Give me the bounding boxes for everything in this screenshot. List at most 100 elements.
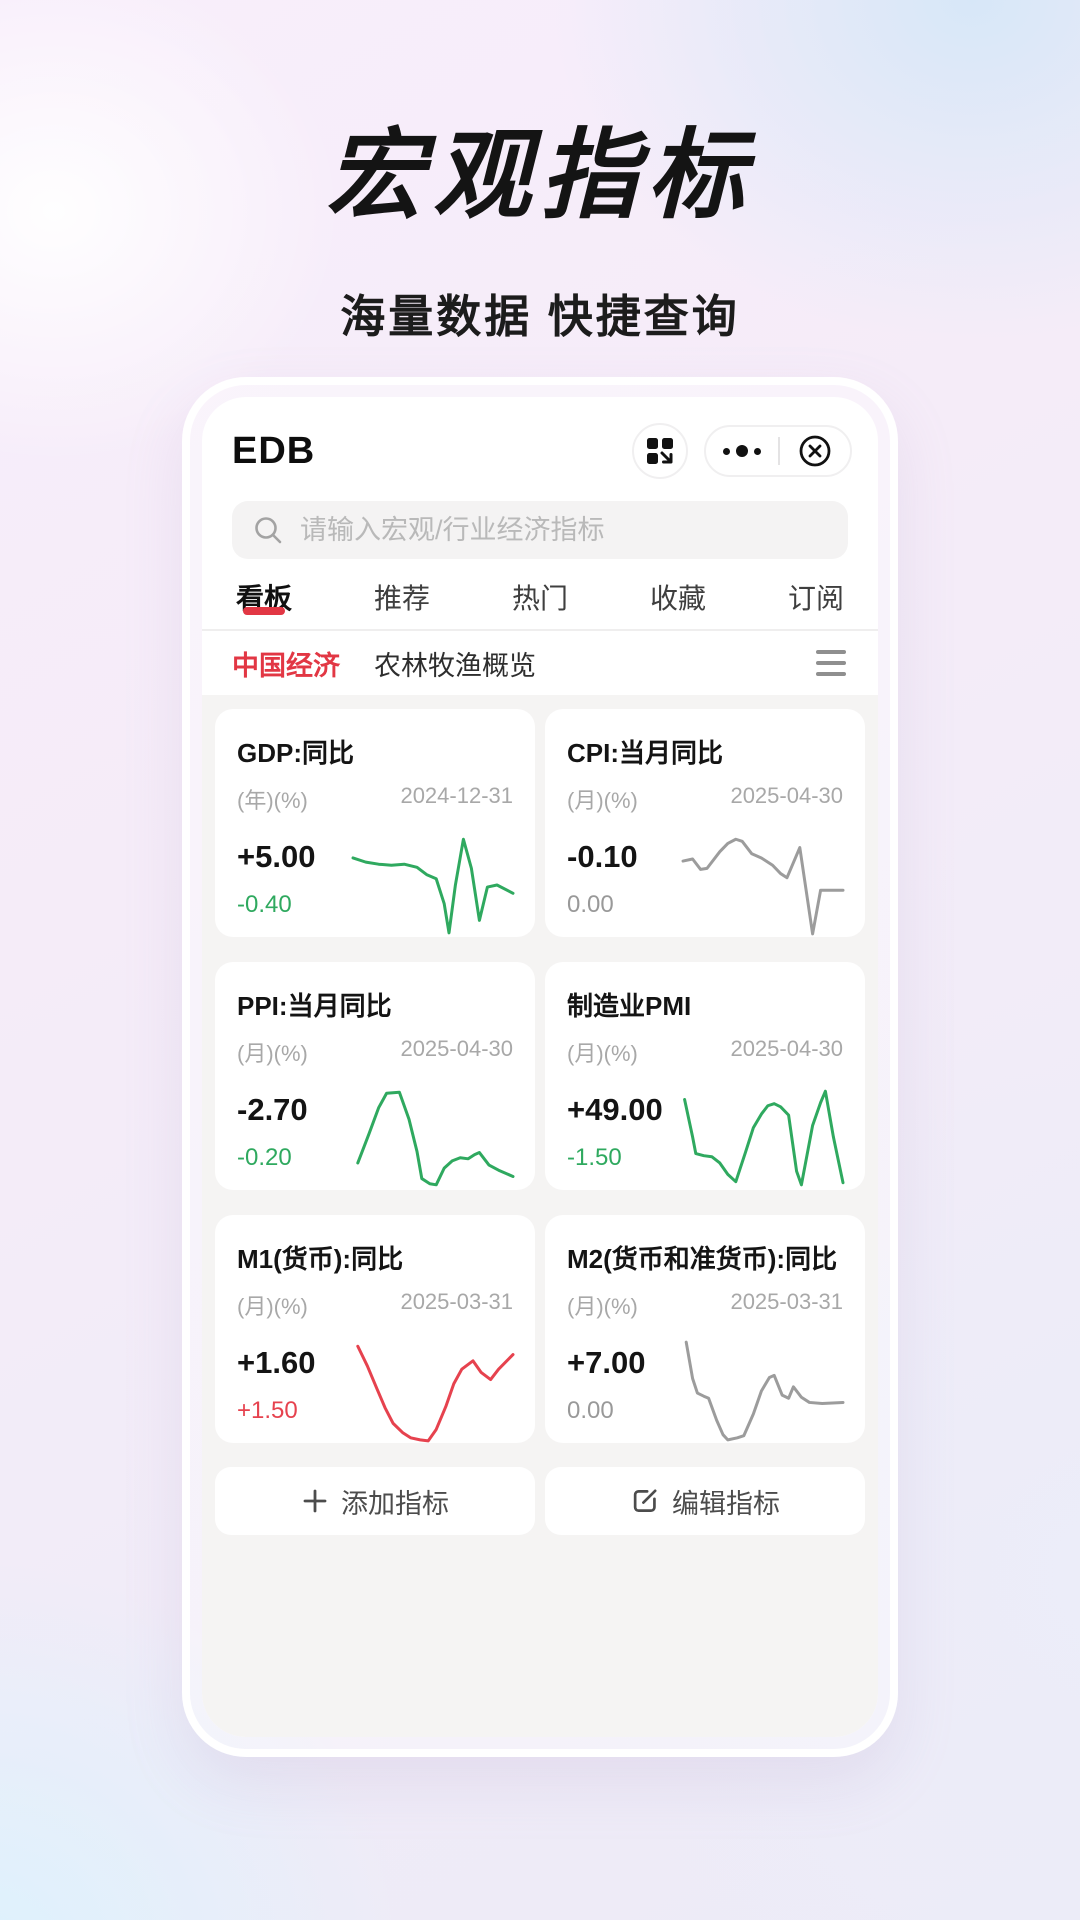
indicator-value: +7.00 <box>567 1345 646 1380</box>
indicator-change: -0.20 <box>237 1144 292 1171</box>
miniprogram-switch-button[interactable] <box>632 423 688 479</box>
dot-icon <box>736 445 748 457</box>
indicator-values: -2.70 -0.20 <box>237 1078 308 1190</box>
app-title: EDB <box>232 429 316 472</box>
search-input[interactable] <box>298 513 828 547</box>
plus-icon <box>303 1489 327 1513</box>
indicator-date: 2025-04-30 <box>730 783 843 808</box>
tab-item[interactable]: 收藏 <box>644 565 712 617</box>
sparkline-chart <box>683 1339 843 1443</box>
indicator-unit: (年)(%) <box>237 788 308 813</box>
category-item[interactable]: 农林牧渔概览 <box>374 650 536 681</box>
indicator-body: -0.10 0.00 <box>567 825 843 937</box>
add-indicator-label: 添加指标 <box>341 1488 449 1519</box>
indicator-body: +1.60 +1.50 <box>237 1331 513 1443</box>
indicator-date: 2024-12-31 <box>400 783 513 808</box>
indicator-change: -0.40 <box>237 891 292 918</box>
indicator-body: +49.00 -1.50 <box>567 1078 843 1190</box>
indicator-title: M2(货币和准货币):同比 <box>567 1244 838 1274</box>
close-button[interactable] <box>797 433 833 469</box>
indicator-meta: (年)(%) 2024-12-31 <box>237 783 513 815</box>
category-menu-button[interactable] <box>814 644 848 682</box>
dot-icon <box>754 447 761 455</box>
indicator-change: 0.00 <box>567 891 614 918</box>
app-panel: EDB <box>202 397 878 1737</box>
indicator-title: M1(货币):同比 <box>237 1244 404 1274</box>
tab-item[interactable]: 订阅 <box>782 565 850 617</box>
sparkline-chart <box>353 1086 513 1190</box>
add-indicator-button[interactable]: 添加指标 <box>215 1467 535 1535</box>
indicator-value: -0.10 <box>567 839 638 874</box>
tab-label: 收藏 <box>649 583 706 614</box>
search-bar <box>232 501 848 559</box>
indicator-card[interactable]: M2(货币和准货币):同比 (月)(%) 2025-03-31 +7.00 0.… <box>545 1215 865 1443</box>
indicator-values: +49.00 -1.50 <box>567 1078 663 1190</box>
category-item[interactable]: 中国经济 <box>232 650 340 681</box>
tab-item[interactable]: 推荐 <box>368 565 436 617</box>
edit-indicator-button[interactable]: 编辑指标 <box>545 1467 865 1535</box>
phone-mockup: EDB <box>182 377 898 1757</box>
indicator-date: 2025-04-30 <box>730 1036 843 1061</box>
indicator-meta: (月)(%) 2025-04-30 <box>567 1036 843 1068</box>
grid-arrow-icon <box>647 438 673 464</box>
indicator-body: +7.00 0.00 <box>567 1331 843 1443</box>
category-list: 中国经济 农林牧渔概览 <box>232 644 536 683</box>
indicator-meta: (月)(%) 2025-03-31 <box>237 1289 513 1321</box>
tab-item[interactable]: 看板 <box>230 565 298 617</box>
sparkline-chart <box>353 1339 513 1443</box>
more-button[interactable] <box>723 445 761 457</box>
tab-label: 推荐 <box>373 583 430 614</box>
category-bar: 中国经济 农林牧渔概览 <box>202 631 878 695</box>
capsule-divider <box>778 437 780 465</box>
indicator-value: +5.00 <box>237 839 316 874</box>
square-pen-icon <box>633 1489 657 1512</box>
indicator-unit: (月)(%) <box>567 1294 638 1319</box>
indicator-unit: (月)(%) <box>237 1294 308 1319</box>
board-actions: 添加指标 编辑指标 <box>215 1467 865 1535</box>
indicator-date: 2025-03-31 <box>400 1289 513 1314</box>
hamburger-icon <box>816 650 846 654</box>
indicator-card[interactable]: PPI:当月同比 (月)(%) 2025-04-30 -2.70 -0.20 <box>215 962 535 1190</box>
indicator-value: -2.70 <box>237 1092 308 1127</box>
indicator-values: +1.60 +1.50 <box>237 1331 315 1443</box>
hero-section: 宏观指标 海量数据 快捷查询 <box>0 0 1080 345</box>
indicator-meta: (月)(%) 2025-03-31 <box>567 1289 843 1321</box>
indicator-title: PPI:当月同比 <box>237 991 392 1021</box>
indicator-values: -0.10 0.00 <box>567 825 638 937</box>
sparkline-chart <box>683 1086 843 1190</box>
header-buttons <box>632 423 852 479</box>
sparkline-chart <box>353 833 513 937</box>
tab-label: 订阅 <box>787 583 844 614</box>
indicator-meta: (月)(%) 2025-04-30 <box>237 1036 513 1068</box>
indicator-date: 2025-04-30 <box>400 1036 513 1061</box>
indicator-unit: (月)(%) <box>567 788 638 813</box>
tab-bar: 看板 推荐 热门 收藏 订阅 <box>230 565 850 629</box>
indicator-title: 制造业PMI <box>567 991 692 1021</box>
app-header: EDB <box>202 397 878 479</box>
indicator-card[interactable]: GDP:同比 (年)(%) 2024-12-31 +5.00 -0.40 <box>215 709 535 937</box>
indicator-unit: (月)(%) <box>567 1041 638 1066</box>
page-title: 宏观指标 <box>325 120 754 230</box>
indicator-card[interactable]: 制造业PMI (月)(%) 2025-04-30 +49.00 -1.50 <box>545 962 865 1190</box>
indicator-date: 2025-03-31 <box>730 1289 843 1314</box>
dashboard-board: GDP:同比 (年)(%) 2024-12-31 +5.00 -0.40 CPI… <box>202 695 878 1737</box>
page-subtitle: 海量数据 快捷查询 <box>340 291 740 342</box>
tab-item[interactable]: 热门 <box>506 565 574 617</box>
indicator-value: +49.00 <box>567 1092 663 1127</box>
indicator-title: GDP:同比 <box>237 738 355 768</box>
tab-label: 看板 <box>236 583 293 614</box>
sparkline-chart <box>683 833 843 937</box>
indicator-grid: GDP:同比 (年)(%) 2024-12-31 +5.00 -0.40 CPI… <box>215 709 865 1443</box>
tab-divider <box>202 629 878 631</box>
dot-icon <box>723 447 730 455</box>
indicator-card[interactable]: M1(货币):同比 (月)(%) 2025-03-31 +1.60 +1.50 <box>215 1215 535 1443</box>
indicator-body: -2.70 -0.20 <box>237 1078 513 1190</box>
indicator-card[interactable]: CPI:当月同比 (月)(%) 2025-04-30 -0.10 0.00 <box>545 709 865 937</box>
tab-label: 热门 <box>511 583 568 614</box>
edit-indicator-label: 编辑指标 <box>672 1488 780 1519</box>
hamburger-icon <box>816 661 846 665</box>
indicator-body: +5.00 -0.40 <box>237 825 513 937</box>
indicator-values: +5.00 -0.40 <box>237 825 315 937</box>
indicator-change: -1.50 <box>567 1144 622 1171</box>
